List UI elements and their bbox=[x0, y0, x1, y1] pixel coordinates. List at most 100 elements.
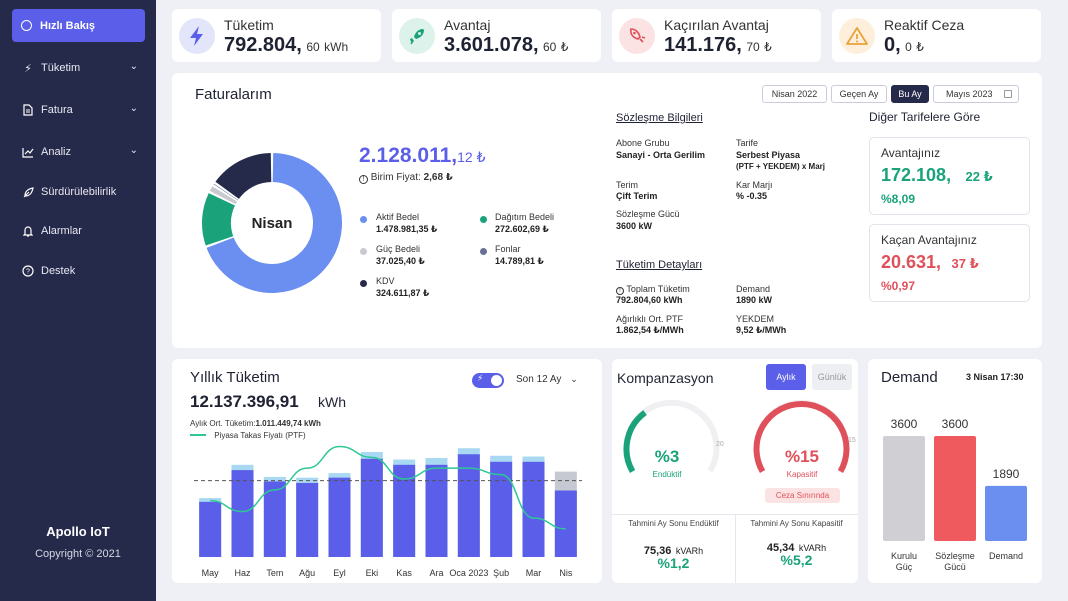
compensation-gauges: 20 %3 Endüktif 15 %15 Kapasitif bbox=[623, 399, 856, 479]
subscriber-group-label: Abone Grubu bbox=[616, 138, 670, 148]
nav-item-fatura[interactable]: Fatura ⌄ bbox=[0, 99, 156, 121]
donut-slice-0[interactable] bbox=[206, 153, 342, 293]
invoice-total: 2.128.011,12 ₺ bbox=[359, 144, 485, 168]
demand-title: Demand bbox=[881, 369, 938, 386]
info-icon: ! bbox=[616, 287, 624, 295]
bar-3[interactable] bbox=[296, 482, 319, 557]
demand-bar-label: Güç bbox=[896, 562, 913, 572]
bar-4[interactable] bbox=[328, 477, 351, 557]
demand-bar-1[interactable] bbox=[934, 436, 976, 541]
advantage-pct: %8,09 bbox=[881, 192, 916, 206]
bar-5[interactable] bbox=[360, 458, 383, 557]
missed-advantage-value: 20.631, 37 ₺ bbox=[881, 252, 979, 273]
nav-item-destek[interactable]: ? Destek bbox=[0, 260, 156, 282]
nav-item-label: Hızlı Bakış bbox=[40, 19, 96, 32]
consumption-details-title: Tüketim Detayları bbox=[616, 259, 703, 271]
chevron-down-icon[interactable]: ⌄ bbox=[129, 145, 138, 156]
annual-consumption-chart: May Haz Tem Ağu Eyl Eki Kas Ara Oca 2023 Şub Mar Ni… bbox=[194, 445, 582, 578]
kpi-label: Avantaj bbox=[444, 17, 491, 33]
kpi-card-tuketim: Tüketim 792.804, 60 kWh bbox=[172, 9, 381, 62]
advantage-value: 172.108, 22 ₺ bbox=[881, 165, 993, 186]
legend-dot-aktif-bedel bbox=[360, 216, 367, 223]
kpi-value-unit: ₺ bbox=[916, 40, 924, 54]
nav-item-label: Alarmlar bbox=[41, 225, 82, 237]
compensation-title: Kompanzasyon bbox=[617, 370, 714, 386]
x-tick-label: Eki bbox=[366, 568, 379, 578]
invoice-total-main: 2.128.011, bbox=[359, 144, 458, 167]
kpi-value: 792.804, 60 kWh bbox=[224, 34, 348, 57]
bar-6[interactable] bbox=[393, 464, 416, 557]
month-picker-value: Mayıs 2023 bbox=[946, 89, 993, 99]
bar-0[interactable] bbox=[199, 501, 222, 557]
tab-aylik[interactable]: Aylık bbox=[766, 364, 806, 390]
bar-1[interactable] bbox=[231, 470, 254, 557]
bar-2[interactable] bbox=[263, 481, 286, 557]
chevron-down-icon[interactable]: ⌄ bbox=[129, 61, 138, 72]
month-picker[interactable]: Mayıs 2023 bbox=[933, 85, 1019, 103]
annual-consumption-panel: Yıllık Tüketim ⚡ Son 12 Ay ⌄ 12.137.396,… bbox=[172, 359, 602, 583]
nav-item-surdurulebilirlik[interactable]: Sürdürülebilirlik bbox=[0, 181, 156, 203]
capacitive-status-badge: Ceza Sınırında bbox=[765, 488, 840, 503]
legend-dot-dagitim-bedeli bbox=[480, 216, 487, 223]
donut-slice-2[interactable] bbox=[209, 186, 238, 205]
period-dropdown[interactable]: Son 12 Ay ⌄ bbox=[516, 374, 578, 385]
kpi-label: Tüketim bbox=[224, 17, 274, 33]
ptf-legend-label: Piyasa Takas Fiyatı (PTF) bbox=[214, 431, 306, 440]
bar-11[interactable] bbox=[554, 490, 577, 557]
kpi-value-main: 792.804, bbox=[224, 34, 302, 56]
broken-rocket-icon bbox=[619, 18, 655, 54]
demand-bar-value: 3600 bbox=[942, 417, 969, 431]
ptf-toggle[interactable]: ⚡ bbox=[472, 373, 504, 388]
advantage-value-decimals: 22 ₺ bbox=[965, 169, 993, 184]
demand-panel: Demand 3 Nisan 17:30 3600 Kurulu Güç 3600 Sö… bbox=[868, 359, 1042, 583]
legend-label-aktif-bedel: Aktif Bedel bbox=[376, 212, 420, 222]
x-tick-label: Kas bbox=[396, 568, 412, 578]
est-capacitive-unit: kVARh bbox=[798, 543, 827, 553]
bar-10[interactable] bbox=[522, 461, 545, 557]
est-inductive-pct: %1,2 bbox=[657, 555, 690, 571]
compensation-panel: Kompanzasyon Aylık Günlük 20 %3 Endüktif… bbox=[612, 359, 858, 583]
donut-slice-4[interactable] bbox=[215, 153, 272, 199]
annual-total: 12.137.396,91 bbox=[190, 392, 299, 411]
nav-item-hizli-bakis[interactable]: Hızlı Bakış bbox=[12, 9, 145, 42]
donut-center-label: Nisan bbox=[252, 215, 293, 232]
bar-7[interactable] bbox=[425, 464, 448, 557]
annual-unit: kWh bbox=[318, 394, 346, 410]
filter-gecen-ay-button[interactable]: Geçen Ay bbox=[831, 85, 887, 103]
chevron-down-icon[interactable]: ⌄ bbox=[129, 103, 138, 114]
chart-line-icon bbox=[21, 147, 35, 158]
bar-9[interactable] bbox=[490, 461, 513, 557]
filter-bu-ay-button[interactable]: Bu Ay bbox=[891, 85, 929, 103]
donut-slice-1[interactable] bbox=[202, 193, 235, 246]
nav-item-tuketim[interactable]: ⚡ Tüketim ⌄ bbox=[0, 57, 156, 79]
nav-item-analiz[interactable]: Analiz ⌄ bbox=[0, 141, 156, 163]
filter-nisan-2022-button[interactable]: Nisan 2022 bbox=[762, 85, 827, 103]
contract-power-label: Sözleşme Gücü bbox=[616, 209, 680, 219]
nav-item-label: Fatura bbox=[41, 104, 73, 116]
nav-item-label: Analiz bbox=[41, 146, 71, 158]
nav-item-label: Tüketim bbox=[41, 62, 81, 74]
tab-gunluk[interactable]: Günlük bbox=[812, 364, 852, 390]
donut-slice-3[interactable] bbox=[213, 183, 239, 201]
kpi-value-unit: kWh bbox=[324, 40, 349, 54]
warning-icon bbox=[839, 18, 875, 54]
bar-8[interactable] bbox=[457, 454, 480, 557]
demand-bar-0[interactable] bbox=[883, 436, 925, 541]
weighted-ptf-value: 1.862,54 ₺/MWh bbox=[616, 325, 684, 335]
demand-bar-2[interactable] bbox=[985, 485, 1027, 541]
est-capacitive-number: 45,34 bbox=[766, 542, 795, 554]
kpi-value-decimals: 0 bbox=[905, 40, 912, 54]
kpi-value-decimals: 70 bbox=[746, 40, 760, 54]
kpi-card-avantaj: Avantaj 3.601.078, 60 ₺ bbox=[392, 9, 601, 62]
monthly-avg-label: Aylık Ort. Tüketim: bbox=[190, 419, 256, 428]
nav-item-alarmlar[interactable]: Alarmlar bbox=[0, 220, 156, 242]
x-tick-label: May bbox=[202, 568, 220, 578]
bolt-icon: ⚡ bbox=[24, 62, 32, 75]
demand-label: Demand bbox=[736, 284, 771, 294]
demand-timestamp: 3 Nisan 17:30 bbox=[966, 372, 1024, 382]
contract-info-title: Sözleşme Bilgileri bbox=[616, 112, 703, 124]
est-inductive-number: 75,36 bbox=[643, 545, 672, 557]
profit-margin-label: Kar Marjı bbox=[736, 180, 773, 190]
toggle-knob bbox=[491, 375, 502, 386]
